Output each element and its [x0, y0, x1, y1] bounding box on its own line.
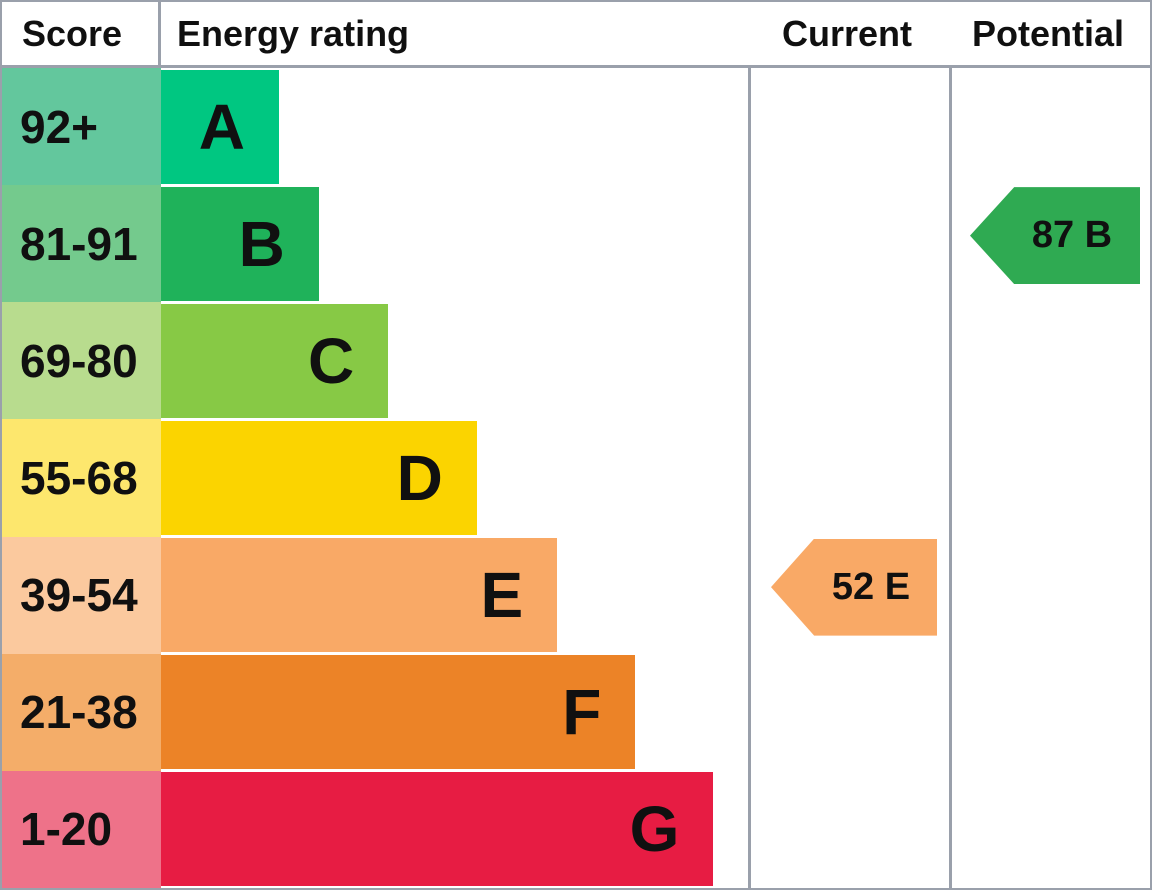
band-row-d: 55-68 D	[2, 419, 1150, 537]
score-range-d: 55-68	[2, 419, 161, 537]
rating-bar-e: E	[161, 538, 558, 653]
band-row-c: 69-80 C	[2, 302, 1150, 420]
score-range-e: 39-54	[2, 536, 161, 654]
rating-letter-d: D	[396, 441, 443, 514]
rating-bar-b: B	[161, 186, 319, 301]
rating-letter-a: A	[198, 90, 245, 163]
score-range-b: 81-91	[2, 185, 161, 303]
rating-bar-a: A	[161, 69, 279, 184]
band-row-e: 39-54 E	[2, 536, 1150, 654]
header-potential: Potential	[971, 12, 1124, 54]
band-row-a: 92+ A	[2, 68, 1150, 186]
rating-bar-c: C	[161, 303, 389, 418]
rating-letter-b: B	[238, 207, 285, 280]
rating-bar-d: D	[161, 420, 477, 536]
header-energy-rating: Energy rating	[177, 12, 410, 54]
band-row-g: 1-20 G	[2, 770, 1150, 888]
score-range-g: 1-20	[2, 770, 161, 888]
chart-body: 92+ A 81-91 B 69-80 C 55-68 D 39	[2, 68, 1150, 888]
rating-letter-c: C	[307, 324, 355, 397]
score-range-a: 92+	[2, 68, 161, 186]
potential-rating-label: 87 B	[1031, 214, 1113, 257]
score-range-f: 21-38	[2, 653, 161, 771]
current-column-divider	[748, 2, 751, 888]
potential-column-divider	[949, 2, 952, 888]
band-row-f: 21-38 F	[2, 653, 1150, 771]
band-rows: 92+ A 81-91 B 69-80 C 55-68 D 39	[2, 68, 1150, 888]
header-current: Current	[781, 12, 912, 54]
rating-bar-f: F	[161, 655, 636, 770]
rating-letter-f: F	[562, 676, 602, 749]
score-range-c: 69-80	[2, 302, 161, 420]
rating-letter-g: G	[629, 793, 680, 866]
rating-bar-g: G	[161, 772, 714, 887]
current-rating-label: 52 E	[831, 565, 911, 608]
band-row-b: 81-91 B	[2, 185, 1150, 303]
header-score: Score	[2, 2, 161, 65]
rating-letter-e: E	[480, 559, 524, 632]
header-row: Score Energy rating Current Potential	[2, 2, 1150, 68]
